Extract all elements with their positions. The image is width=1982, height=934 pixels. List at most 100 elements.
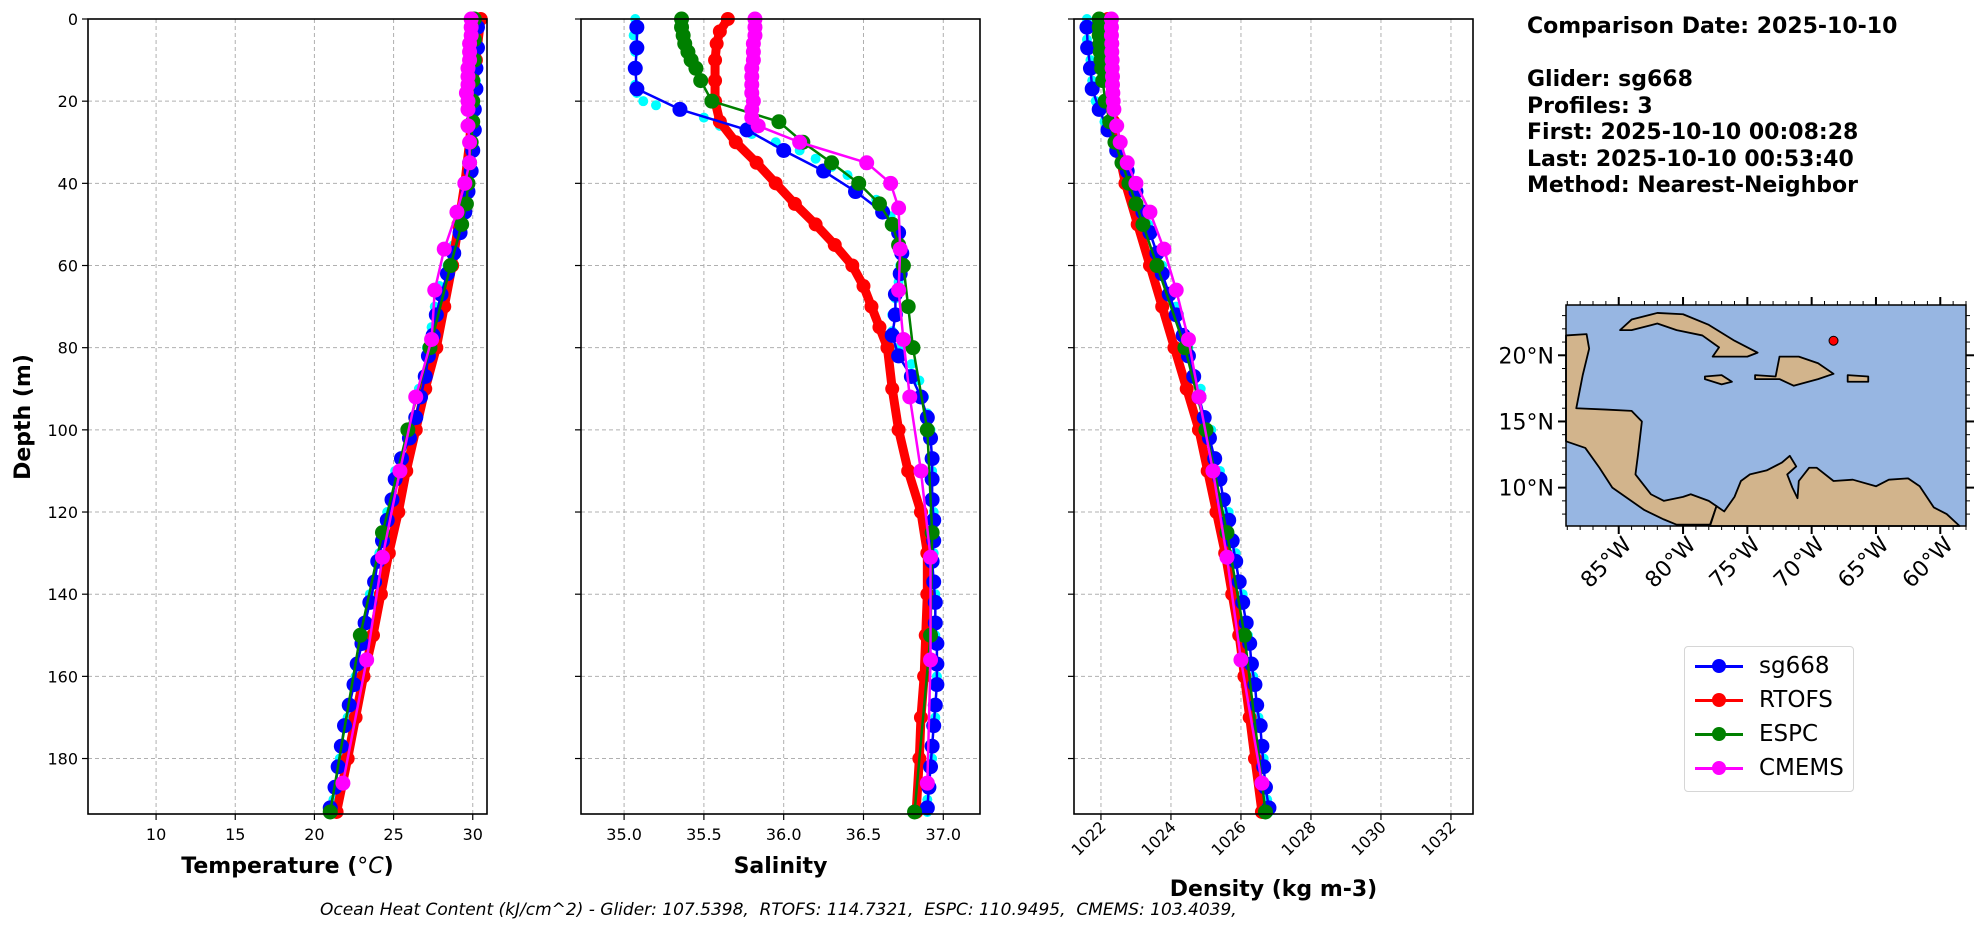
x-tick-label: 15 [225,825,245,844]
data-point [1079,19,1095,35]
data-point [906,359,917,370]
data-point [1084,81,1100,97]
x-tick-label: 36.0 [766,825,802,844]
legend-item-cmems: CMEMS [1695,753,1855,783]
data-point [693,73,709,89]
data-point [629,81,645,97]
legend-item-rtofs: RTOFS [1695,685,1855,715]
data-point [408,389,424,405]
legend-marker-icon [1712,659,1726,673]
data-point [1094,60,1110,76]
data-point [1112,134,1128,150]
land-puerto-rico [1846,374,1870,383]
location-map: 85°W 80°W 75°W 70°W 65°W 60°W 10°N 15°N 20°N [1499,297,1974,593]
x-tick-label: 35.0 [606,825,642,844]
data-point [443,258,459,274]
land-hispaniola [1754,355,1835,387]
data-point [688,60,704,76]
temperature-panel: 10 15 20 25 30 0 20 40 60 80 100 120 140 160 180 Temper… [47,10,488,879]
data-point [1128,196,1144,212]
data-point [375,549,390,565]
data-point [891,348,907,364]
data-point [352,627,368,643]
interpolation-method: Method: Nearest-Neighbor [1527,173,1858,198]
data-point [891,422,906,437]
lon-tick-label: 70°W [1769,532,1830,593]
data-point [792,134,808,150]
data-point [927,697,943,713]
data-point [771,114,787,130]
data-point [1155,299,1170,314]
x-tick-label: 20 [304,825,324,844]
lat-tick-label: 10°N [1499,477,1554,502]
x-tick-label: 36.5 [846,825,882,844]
data-point [728,135,743,150]
data-point [926,574,942,590]
series-espc [674,11,940,820]
data-point [1196,410,1212,426]
data-point [359,652,375,668]
data-point [845,258,860,273]
data-point [1233,652,1249,668]
data-point [892,241,908,257]
data-point [856,279,871,294]
plot-frame [580,18,981,815]
lat-tick-label: 15°N [1499,410,1554,435]
comparison-date: Comparison Date: 2025-10-10 [1527,14,1898,39]
data-point [1156,241,1172,257]
y-tick-label: 120 [47,503,78,522]
data-point [923,759,939,775]
data-point [1236,627,1252,643]
data-point [787,196,802,211]
data-point [851,175,867,191]
land-central-america [1565,333,1718,526]
data-point [1142,204,1158,220]
data-point [884,216,900,232]
ocean-heat-content-summary: Ocean Heat Content (kJ/cm^2) - Glider: 1… [320,900,1237,920]
data-point [629,19,645,35]
data-point [926,512,942,528]
first-profile-time: First: 2025-10-10 00:08:28 [1527,120,1859,145]
data-point [672,101,688,117]
x-tick-label: 1026 [1208,817,1250,859]
y-tick-label: 20 [58,92,78,111]
glider-name: Glider: sg668 [1527,67,1693,92]
y-tick-label: 160 [47,667,78,686]
x-tick-label: 30 [463,825,483,844]
data-point [462,134,478,150]
data-point [1082,60,1098,76]
data-point [929,677,945,693]
data-point [1180,331,1196,347]
data-point [638,96,649,107]
data-point [895,331,911,347]
degree-symbol: °C [357,854,384,879]
data-point [391,505,406,520]
lon-tick-label: 85°W [1576,532,1637,593]
land-cuba [1619,312,1759,358]
data-point [924,492,940,508]
data-point [864,299,879,314]
lon-tick-label: 80°W [1641,532,1702,593]
y-tick-label: 80 [58,339,78,358]
legend-label: ESPC [1759,721,1819,747]
data-point [651,100,662,111]
data-point [1186,368,1202,384]
data-point [871,196,887,212]
legend-item-sg668: sg668 [1695,651,1855,681]
data-point [824,155,840,171]
legend-label: sg668 [1759,653,1830,679]
series-line [1103,19,1267,813]
legend-marker-icon [1712,693,1726,707]
data-point [1168,282,1184,298]
plot-frame [1073,18,1474,815]
data-point [919,422,935,438]
data-point [891,282,907,298]
x-axis-label: Salinity [734,854,828,879]
data-point [1179,381,1194,396]
data-point [1080,40,1096,56]
lon-tick-label: 60°W [1898,532,1959,593]
data-point [1149,258,1165,274]
data-point [1119,155,1135,171]
data-point [712,24,727,39]
data-point [708,73,723,88]
